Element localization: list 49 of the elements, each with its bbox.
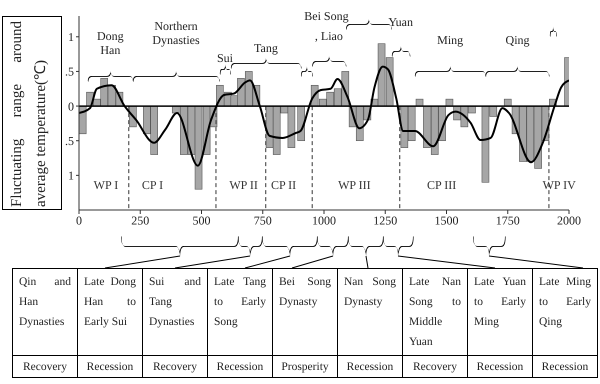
annotation: Tang (254, 41, 278, 55)
text: Recession (468, 356, 532, 378)
annotation: WP I (94, 178, 118, 192)
y-axis-title: Fluctuating range around average temperature(℃) (3, 17, 65, 211)
x-tick-label: 250 (131, 214, 150, 228)
x-tick-label: 1750 (496, 214, 520, 228)
annotation: CP I (142, 178, 164, 192)
x-tick-label: 2000 (557, 214, 581, 228)
text: Late Ming to Early Qing (532, 268, 598, 356)
annotation: Qing (506, 33, 530, 47)
text: Late Yuan to Early Ming (468, 268, 532, 356)
text: Recovery (402, 356, 468, 378)
text: Recovery (142, 356, 208, 378)
annotation: Bei Song (304, 9, 349, 23)
text: Prosperity (272, 356, 338, 378)
x-tick-label: 500 (192, 214, 210, 228)
y-tick-label: 0 (68, 99, 74, 114)
y-tick-label: .5 (65, 134, 74, 148)
annotation: , Liao (314, 29, 343, 43)
annotation: Sui (217, 51, 234, 65)
line-series (79, 66, 569, 167)
text: Late Tang to Early Song (208, 268, 272, 356)
annotation: WP II (229, 178, 258, 192)
x-tick-label: 1000 (312, 214, 336, 228)
y-tick-label: 1 (68, 30, 74, 44)
x-tick-label: 1250 (373, 214, 398, 228)
annotation: Dong Han (97, 29, 124, 57)
text: Nan Song Dynasty (338, 268, 402, 356)
y-tick-label: 1 (68, 168, 74, 183)
text: Recession (78, 356, 142, 378)
x-tick-label: 750 (254, 214, 272, 228)
annotation: WP IV (542, 178, 576, 192)
annotation: CP III (426, 178, 456, 192)
annotation: Yuan (388, 15, 414, 29)
annotation: CP II (270, 178, 296, 192)
text: Recession (532, 356, 598, 378)
annotation: WP III (338, 178, 371, 192)
text: Recession (208, 356, 272, 378)
y-tick-label: .5 (65, 64, 74, 79)
text: Qin and Han Dynasties (12, 268, 78, 356)
annotation: Northern Dynasties (152, 19, 200, 47)
x-tick-label: 1500 (434, 214, 458, 228)
text: Sui and Tang Dynasties (142, 268, 208, 356)
text: Recession (338, 356, 402, 378)
text: Late Nan Song to Middle Yuan (402, 268, 468, 356)
text: Late Dong Han to Early Sui (78, 268, 142, 356)
annotation: Ming (437, 33, 464, 47)
text: Bei Song Dynasty (272, 268, 338, 356)
text: Recovery (12, 356, 78, 378)
